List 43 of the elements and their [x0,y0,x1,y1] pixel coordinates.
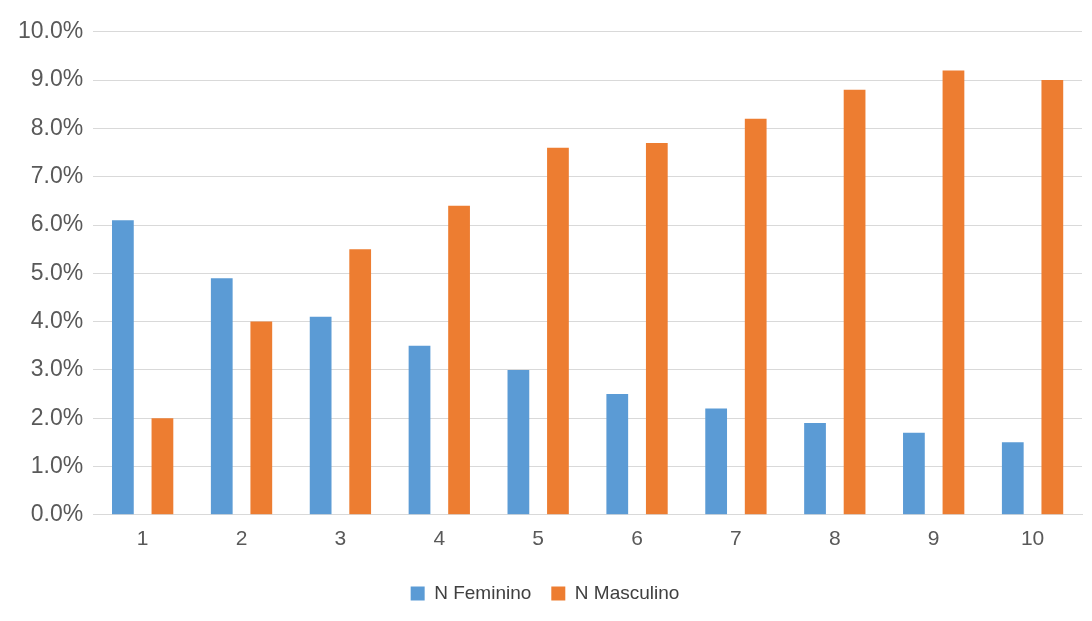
x-tick-label: 9 [927,526,940,550]
y-tick-label: 1.0% [30,451,84,478]
x-tick-label: 7 [730,526,742,550]
x-tick-label: 3 [334,526,347,550]
bar [309,316,332,515]
bar [210,278,233,515]
bar [507,369,530,515]
bar [112,220,134,515]
y-tick-label: 2.0% [30,403,84,430]
y-tick-label: 3.0% [30,355,84,382]
y-tick-label: 7.0% [30,162,84,189]
bar [843,89,866,515]
y-tick-label: 6.0% [30,210,84,237]
y-tick-label: 10.0% [18,17,84,44]
bar [903,432,925,515]
bar [349,249,372,515]
y-tick-label: 9.0% [30,65,84,92]
bar [744,118,767,515]
bar [606,394,629,515]
bar [1001,442,1024,515]
y-tick-label: 5.0% [30,258,84,285]
x-tick-label: 2 [235,526,248,550]
y-tick-label: 4.0% [30,306,84,333]
legend-label: N Feminino [434,581,532,603]
x-tick-label: 8 [828,526,841,550]
bar [645,142,668,515]
bar [705,408,728,515]
bar [448,205,470,515]
x-tick-label: 4 [433,526,446,550]
y-tick-label: 0.0% [30,500,84,527]
bar [408,345,431,515]
x-tick-label: 6 [631,526,643,550]
bar [1041,80,1064,515]
y-tick-label: 8.0% [30,113,84,140]
bar [804,423,826,515]
bar [151,418,174,515]
legend-label: N Masculino [574,581,680,603]
bar [250,321,273,515]
x-tick-label: 5 [532,526,545,550]
bar [942,70,965,515]
x-tick-label: 1 [136,526,149,550]
x-tick-label: 10 [1020,526,1045,550]
bar [547,147,569,515]
